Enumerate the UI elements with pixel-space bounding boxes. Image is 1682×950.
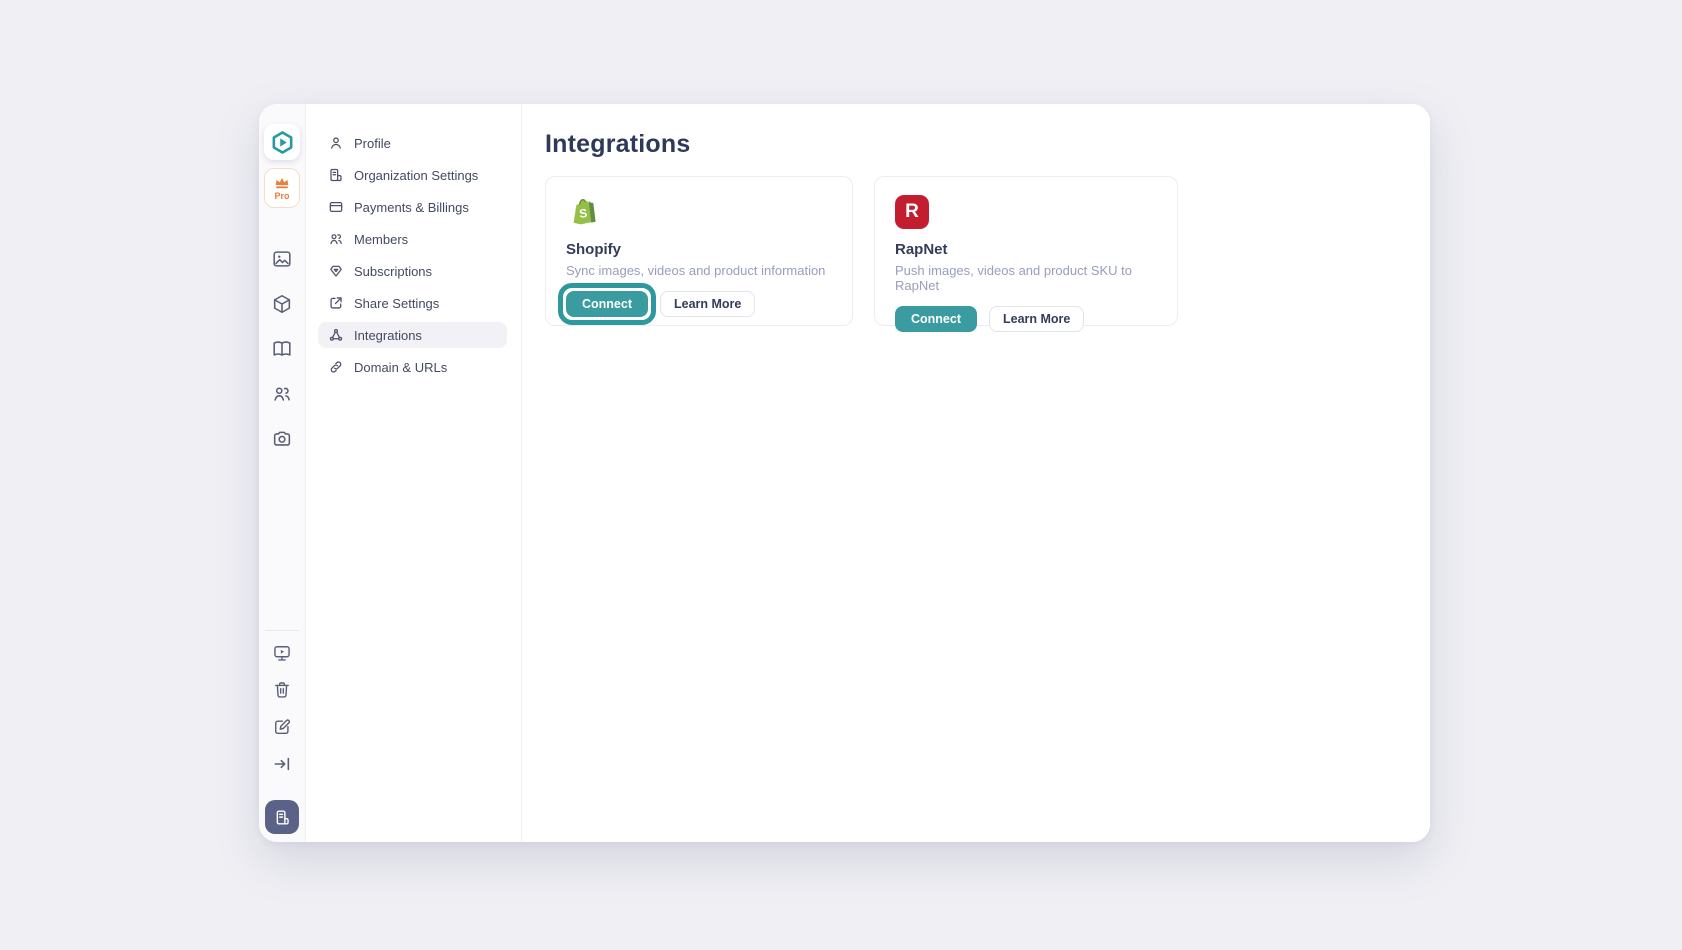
rail-item-collapse[interactable] [268, 754, 296, 774]
nav-label: Organization Settings [354, 167, 479, 183]
rapnet-r-icon: R [895, 195, 929, 229]
integration-name: Shopify [566, 241, 621, 258]
camera-icon [273, 431, 291, 446]
user-icon [328, 135, 344, 151]
pro-plan-badge[interactable]: Pro [264, 168, 300, 208]
organization-badge-icon [276, 809, 289, 825]
svg-text:S: S [578, 206, 588, 221]
screen-play-icon [274, 646, 290, 661]
nav-label: Integrations [354, 327, 422, 343]
connect-highlight-ring: Connect [558, 283, 656, 325]
nav-item-subscriptions[interactable]: Subscriptions [318, 258, 507, 284]
nav-label: Subscriptions [354, 263, 433, 279]
integrations-content: Integrations S Shopify Sync images, vide… [522, 104, 1430, 842]
gem-tag-icon [328, 263, 344, 279]
integration-name: RapNet [895, 241, 948, 258]
app-logo[interactable] [264, 124, 300, 160]
integration-card-shopify: S Shopify Sync images, videos and produc… [545, 176, 853, 326]
organization-icon [328, 167, 344, 183]
nav-item-share-settings[interactable]: Share Settings [318, 290, 507, 316]
integration-description: Sync images, videos and product informat… [566, 263, 826, 278]
organization-badge[interactable] [265, 800, 299, 834]
nav-item-integrations[interactable]: Integrations [318, 322, 507, 348]
edit-notes-icon [275, 719, 291, 735]
icon-rail: Pro [259, 104, 306, 842]
rail-main-icons [267, 248, 297, 473]
rail-item-screen-share[interactable] [268, 643, 296, 663]
nav-item-profile[interactable]: Profile [318, 130, 507, 156]
share-export-icon [328, 295, 344, 311]
members-icon [328, 231, 344, 247]
nav-label: Share Settings [354, 295, 440, 311]
nav-label: Payments & Billings [354, 199, 469, 215]
collapse-panel-icon [274, 757, 290, 771]
contacts-users-icon [274, 387, 290, 401]
settings-window: Pro [259, 104, 1430, 842]
trash-icon [275, 682, 289, 698]
settings-nav: Profile Organization Settings Payments &… [306, 104, 522, 842]
rail-item-camera[interactable] [267, 428, 297, 450]
rail-item-edit-notes[interactable] [268, 717, 296, 737]
card-actions: Connect Learn More [558, 283, 832, 325]
integration-cards: S Shopify Sync images, videos and produc… [545, 176, 1402, 332]
nav-label: Profile [354, 135, 391, 151]
rail-divider [265, 630, 299, 631]
rail-item-contacts[interactable] [267, 383, 297, 405]
nav-label: Members [354, 231, 409, 247]
shopify-bag-icon: S [566, 195, 600, 229]
rapnet-letter: R [905, 201, 919, 222]
card-actions: Connect Learn More [895, 306, 1157, 332]
rail-item-catalog[interactable] [267, 338, 297, 360]
nav-item-organization-settings[interactable]: Organization Settings [318, 162, 507, 188]
catalog-book-icon [273, 341, 291, 356]
page-title: Integrations [545, 130, 691, 158]
integration-description: Push images, videos and product SKU to R… [895, 263, 1133, 293]
nav-item-members[interactable]: Members [318, 226, 507, 252]
shopify-learn-more-button[interactable]: Learn More [660, 291, 756, 317]
hexagon-play-logo-icon [272, 130, 292, 154]
rail-item-trash[interactable] [268, 680, 296, 700]
shopify-connect-button[interactable]: Connect [566, 291, 648, 317]
link-icon [328, 359, 344, 375]
nav-label: Domain & URLs [354, 359, 448, 375]
nav-item-domain-urls[interactable]: Domain & URLs [318, 354, 507, 380]
rapnet-connect-button[interactable]: Connect [895, 306, 977, 332]
nav-item-payments-billings[interactable]: Payments & Billings [318, 194, 507, 220]
integration-nodes-icon [328, 327, 344, 343]
rail-item-products[interactable] [267, 293, 297, 315]
pro-label: Pro [274, 191, 290, 201]
integration-card-rapnet: R RapNet Push images, videos and product… [874, 176, 1178, 332]
products-box-icon [273, 294, 291, 314]
crown-icon [275, 178, 289, 189]
rail-item-media[interactable] [267, 248, 297, 270]
media-library-icon [273, 251, 291, 267]
rapnet-learn-more-button[interactable]: Learn More [989, 306, 1085, 332]
credit-card-icon [328, 199, 344, 215]
